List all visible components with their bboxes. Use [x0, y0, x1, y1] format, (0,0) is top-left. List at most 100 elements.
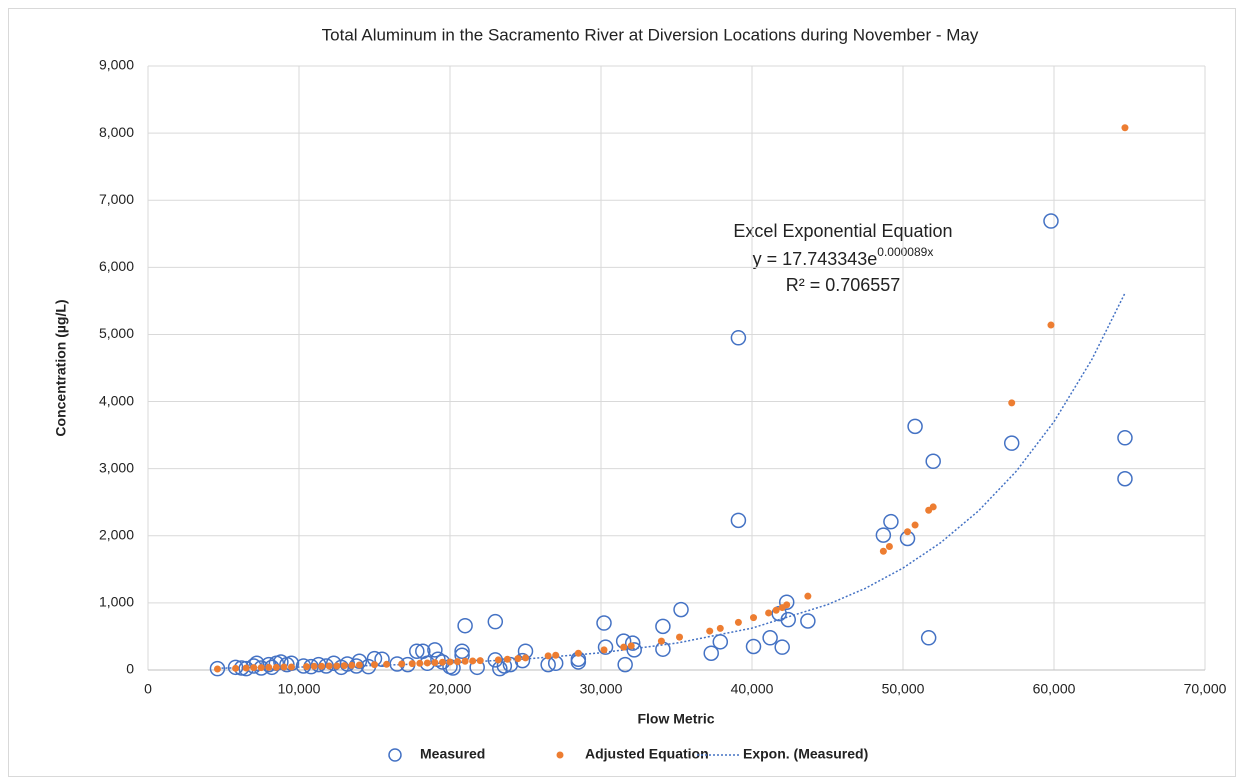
- data-point: [804, 592, 812, 600]
- data-point: [374, 651, 390, 668]
- annotation-heading: Excel Exponential Equation: [733, 221, 952, 241]
- legend-label: Expon. (Measured): [743, 746, 868, 762]
- data-point: [627, 642, 635, 650]
- data-point: [227, 659, 244, 676]
- data-point: [780, 611, 796, 628]
- x-tick-label: 40,000: [731, 681, 774, 697]
- data-point: [1043, 213, 1059, 229]
- data-point: [371, 661, 378, 669]
- data-point: [408, 660, 416, 668]
- data-point: [383, 660, 391, 668]
- data-point: [250, 664, 258, 672]
- data-point: [907, 418, 923, 435]
- x-tick-label: 20,000: [429, 681, 472, 697]
- data-point: [885, 543, 893, 551]
- data-point: [762, 630, 778, 646]
- legend-swatch: [388, 748, 402, 762]
- data-point: [310, 662, 318, 670]
- data-point: [280, 663, 288, 671]
- x-tick-label: 50,000: [882, 681, 925, 697]
- legend-label: Measured: [420, 746, 485, 762]
- data-point: [257, 664, 265, 672]
- y-tick-label: 3,000: [99, 459, 134, 475]
- y-tick-label: 4,000: [99, 392, 134, 408]
- data-point: [703, 645, 719, 661]
- data-point: [706, 627, 714, 635]
- legend-swatch: [556, 751, 564, 759]
- data-point: [597, 639, 614, 655]
- data-point: [265, 663, 273, 671]
- data-point: [1121, 124, 1129, 132]
- data-point: [750, 614, 758, 622]
- data-point: [355, 661, 363, 669]
- x-tick-label: 70,000: [1184, 681, 1227, 697]
- data-point: [431, 659, 439, 667]
- data-point: [626, 642, 642, 658]
- data-point: [348, 661, 356, 669]
- data-point: [438, 658, 446, 666]
- data-point: [734, 618, 742, 626]
- chart-frame: [8, 8, 1236, 777]
- data-point: [454, 658, 462, 666]
- data-point: [600, 646, 608, 654]
- x-tick-label: 0: [144, 681, 152, 697]
- chart-title: Total Aluminum in the Sacramento River a…: [322, 25, 979, 44]
- annotation-equation: y = 17.743343e0.000089x: [753, 245, 934, 269]
- data-point: [514, 655, 522, 663]
- data-point: [730, 330, 747, 346]
- data-point: [552, 651, 560, 659]
- y-tick-label: 6,000: [99, 258, 134, 274]
- data-point: [487, 613, 504, 630]
- y-tick-label: 1,000: [99, 594, 134, 610]
- data-point: [1117, 470, 1133, 487]
- data-point: [1047, 321, 1055, 329]
- data-point: [409, 643, 425, 659]
- data-point: [657, 637, 665, 645]
- data-point: [295, 658, 312, 674]
- data-point: [929, 503, 937, 511]
- data-point: [712, 634, 729, 650]
- legend-label: Adjusted Equation: [585, 746, 709, 762]
- data-point: [318, 662, 326, 670]
- annotation-r-squared: R² = 0.706557: [786, 275, 901, 295]
- x-axis-title: Flow Metric: [637, 711, 714, 727]
- data-point: [325, 662, 333, 670]
- data-point: [1117, 430, 1133, 446]
- data-point: [494, 656, 502, 664]
- data-point: [875, 527, 892, 543]
- y-tick-label: 8,000: [99, 124, 134, 140]
- data-point: [333, 662, 341, 670]
- data-point: [340, 662, 348, 670]
- data-point: [232, 664, 240, 672]
- data-point: [242, 664, 250, 672]
- data-point: [574, 649, 582, 657]
- data-point: [454, 643, 470, 659]
- data-point: [772, 606, 780, 614]
- data-point: [209, 660, 226, 677]
- data-point: [457, 617, 473, 634]
- x-tick-label: 60,000: [1033, 681, 1076, 697]
- y-tick-label: 5,000: [99, 325, 134, 341]
- data-point: [476, 657, 484, 665]
- data-point: [427, 642, 443, 658]
- data-point: [624, 635, 641, 651]
- data-point: [800, 613, 816, 629]
- data-point: [213, 665, 221, 673]
- data-point: [446, 658, 454, 666]
- data-point: [879, 547, 887, 555]
- data-point: [423, 659, 431, 667]
- data-point: [596, 615, 612, 631]
- data-point: [544, 652, 552, 660]
- y-tick-label: 2,000: [99, 526, 134, 542]
- data-point: [655, 618, 671, 635]
- data-point: [617, 656, 633, 673]
- data-point: [778, 594, 795, 610]
- data-point: [469, 657, 477, 665]
- data-point: [620, 643, 628, 651]
- data-point: [765, 609, 773, 617]
- data-point: [272, 663, 280, 671]
- data-point: [416, 659, 424, 667]
- data-point: [925, 453, 941, 470]
- data-point: [461, 657, 469, 665]
